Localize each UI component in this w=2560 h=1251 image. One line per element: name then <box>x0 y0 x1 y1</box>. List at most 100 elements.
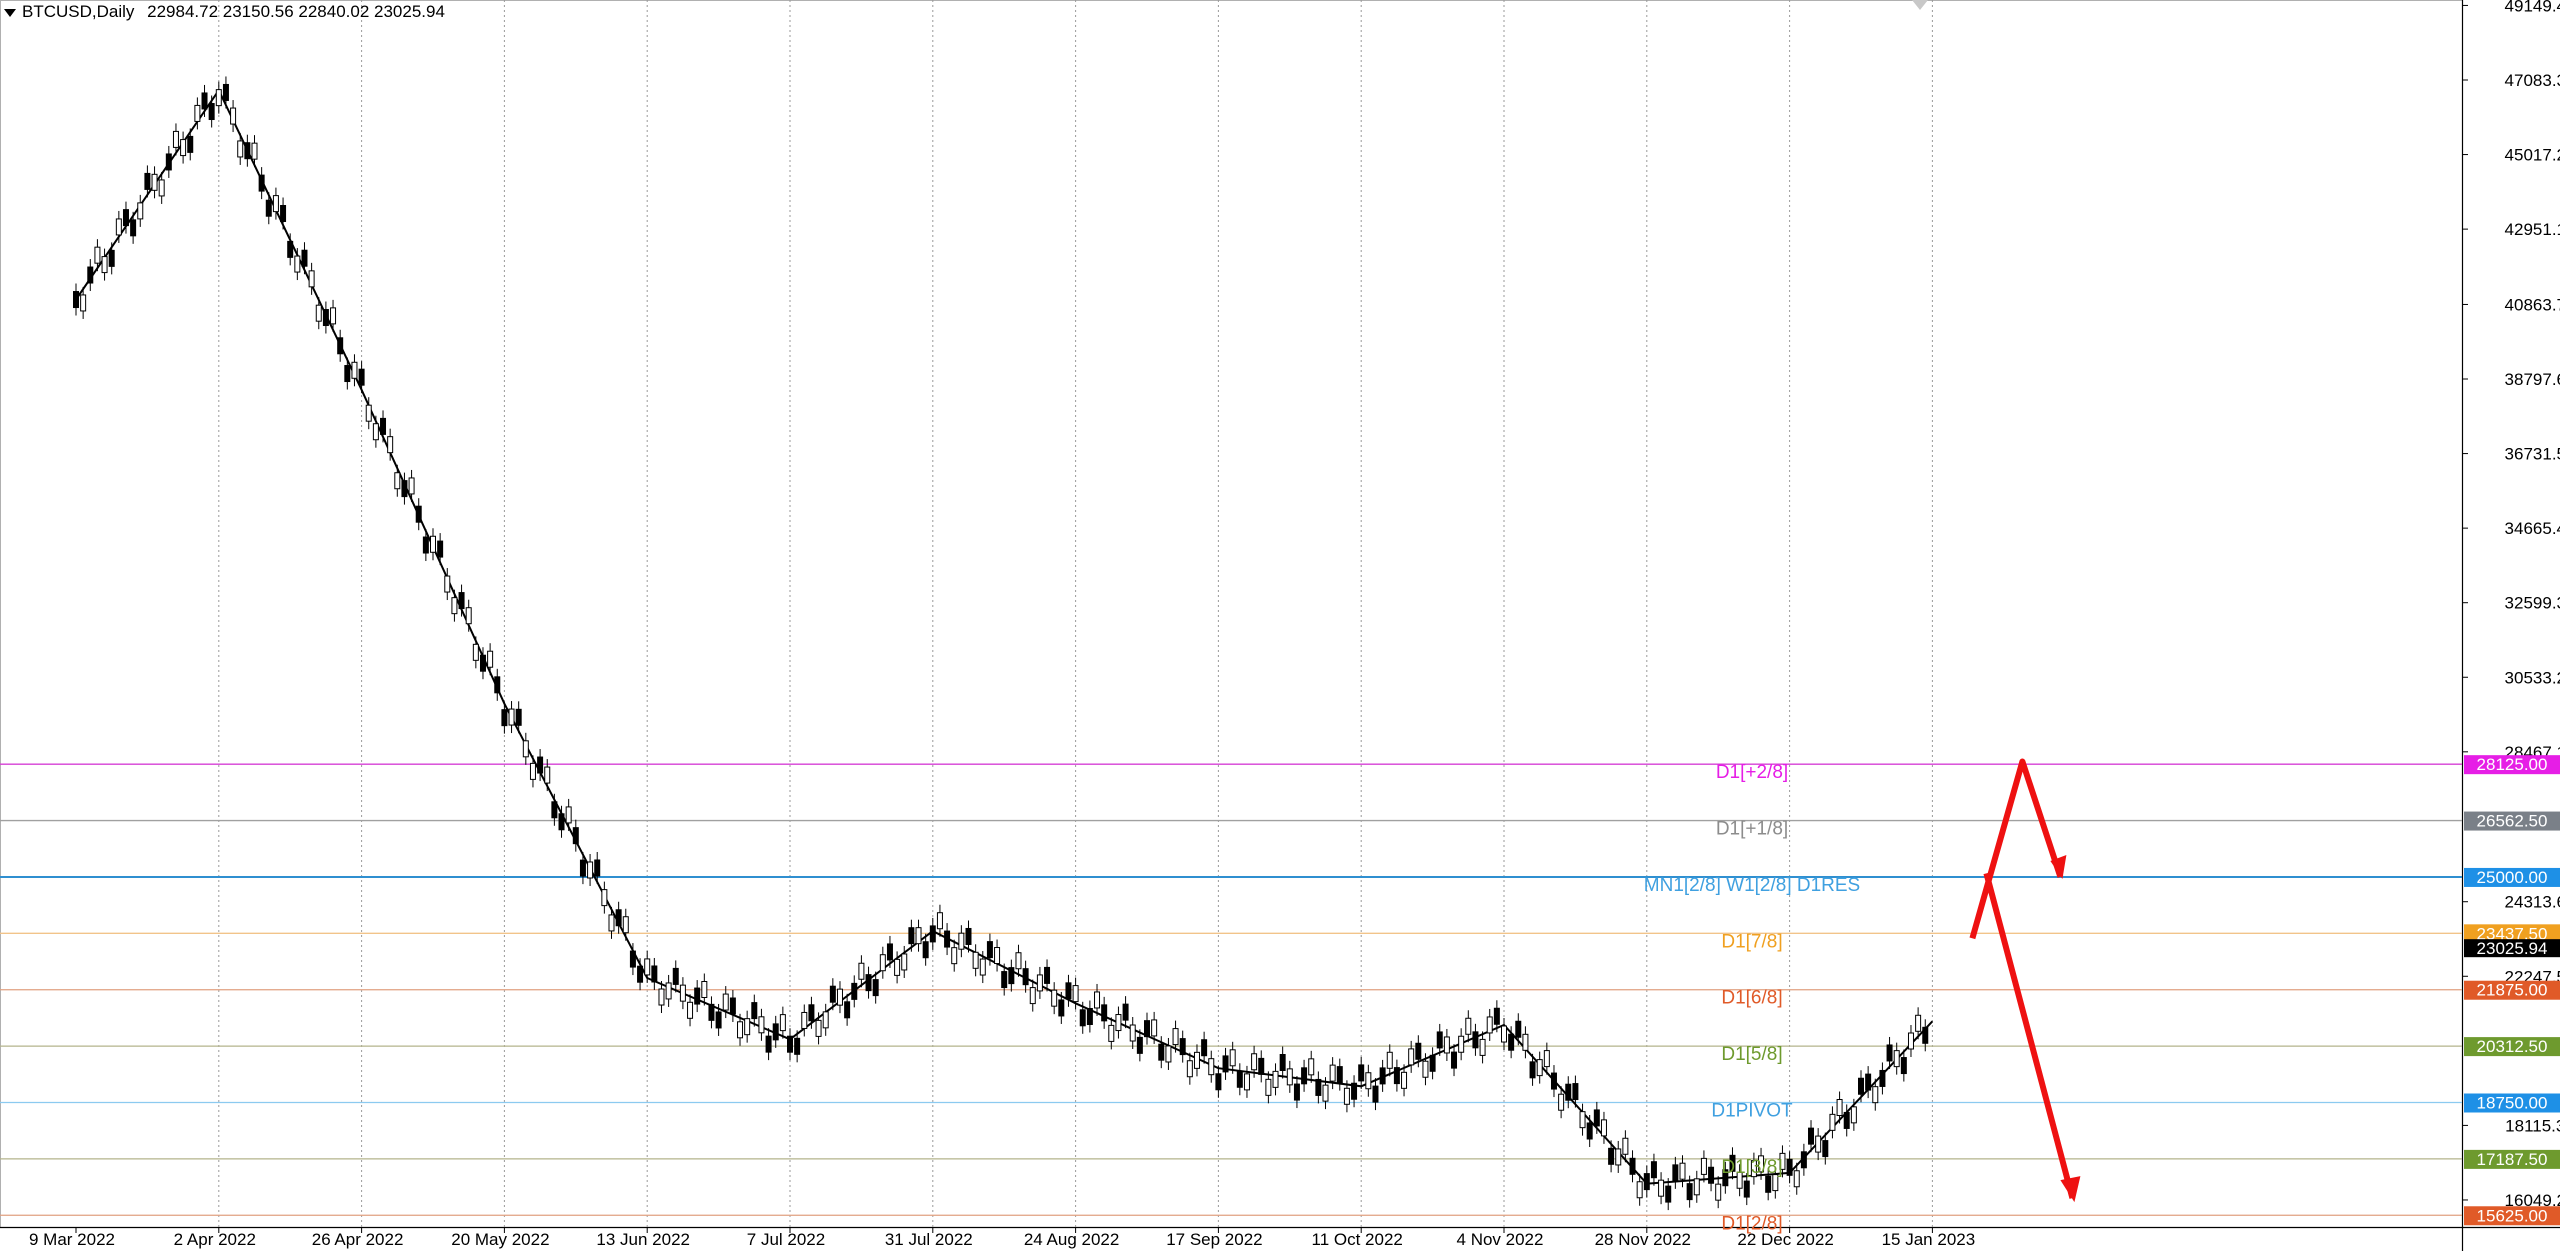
candle-body <box>458 592 465 610</box>
dropdown-triangle-icon[interactable] <box>4 8 16 17</box>
candle-body <box>430 535 436 553</box>
chart-shift-marker-icon[interactable] <box>1912 0 1928 10</box>
candle-body <box>965 927 972 945</box>
candle-body <box>230 107 237 125</box>
candle-body <box>1615 1148 1622 1166</box>
y-tick-label: 24313.60 <box>2505 893 2560 912</box>
candle-body <box>444 575 451 593</box>
candle-body <box>1815 1135 1822 1153</box>
candle-body <box>1079 1009 1086 1027</box>
candle-body <box>1436 1031 1443 1049</box>
candle-body <box>1365 1072 1372 1090</box>
candle-body <box>1736 1171 1743 1189</box>
candle-body <box>979 958 986 976</box>
candle-body <box>387 436 394 454</box>
x-tick-label: 17 Sep 2022 <box>1166 1230 1262 1249</box>
level-price-label: 18750.00 <box>2477 1093 2548 1112</box>
x-tick-label: 11 Oct 2022 <box>1312 1230 1403 1249</box>
candle-body <box>622 916 629 934</box>
candle-body <box>1358 1064 1365 1082</box>
candle-body <box>836 988 843 1006</box>
candle-body <box>765 1035 772 1053</box>
candle-body <box>1600 1119 1607 1137</box>
candle-body <box>936 912 943 930</box>
candle-body <box>1415 1042 1422 1060</box>
candle-body <box>951 947 958 965</box>
candle-body <box>894 958 901 976</box>
candle-body <box>1186 1060 1193 1078</box>
candle-body <box>158 179 165 197</box>
candle-body <box>365 404 372 422</box>
candle-body <box>1579 1111 1586 1129</box>
candle-body <box>872 979 879 997</box>
candle-body <box>886 943 893 961</box>
candle-body <box>151 173 158 191</box>
candle-body <box>1850 1106 1857 1124</box>
candle-body <box>272 195 279 213</box>
candle-body <box>994 947 1001 965</box>
y-tick-label: 38797.60 <box>2505 370 2560 389</box>
candle-body <box>1279 1054 1286 1072</box>
candle-body <box>1501 1025 1507 1043</box>
candle-body <box>644 958 651 976</box>
x-tick-label: 28 Nov 2022 <box>1595 1230 1691 1249</box>
current-price-box <box>2464 939 2560 958</box>
candle-body <box>1343 1087 1350 1105</box>
y-tick-label: 40863.70 <box>2505 295 2560 314</box>
y-tick-label: 16049.20 <box>2505 1191 2560 1210</box>
candle-body <box>858 962 865 980</box>
candle-body <box>1158 1043 1165 1061</box>
candle-body <box>1051 989 1058 1007</box>
candle-body <box>944 930 951 948</box>
candle-body <box>558 813 565 831</box>
candle-body <box>1829 1113 1836 1131</box>
candle-body <box>1529 1061 1536 1079</box>
level-name-label: D1[+2/8] <box>1716 762 1788 783</box>
level-name-label: D1[6/8] <box>1721 988 1782 1009</box>
level-name-label: D1PIVOT <box>1711 1100 1793 1121</box>
candle-body <box>537 756 544 774</box>
candle-body <box>301 249 308 267</box>
candle-body <box>494 676 501 694</box>
candle-body <box>1379 1067 1386 1085</box>
level-price-box <box>2464 755 2560 775</box>
y-tick-label: 32599.30 <box>2505 594 2560 613</box>
candle-body <box>808 1004 815 1022</box>
y-tick-label: 34665.40 <box>2505 519 2560 538</box>
candle-body <box>1179 1038 1186 1056</box>
candle-body <box>215 89 222 107</box>
candle-body <box>1372 1085 1379 1103</box>
candle-body <box>330 307 337 325</box>
y-tick-label: 18115.30 <box>2505 1116 2560 1135</box>
candle-body <box>1715 1183 1722 1201</box>
candle-body <box>337 337 344 355</box>
candle-body <box>515 708 522 726</box>
level-name-label: D1[7/8] <box>1721 931 1782 952</box>
candle-body <box>1265 1078 1272 1096</box>
candle-body <box>1008 967 1015 985</box>
candle-body <box>101 256 108 274</box>
candle-body <box>715 1011 722 1029</box>
level-price-box <box>2464 1037 2560 1057</box>
candle-body <box>1779 1152 1786 1170</box>
candle-body <box>1808 1127 1815 1145</box>
candle-body <box>244 142 251 160</box>
candle-body <box>801 1011 808 1029</box>
level-price-box <box>2464 924 2560 944</box>
candle-body <box>1900 1057 1907 1075</box>
candle-body <box>1922 1026 1929 1044</box>
candle-body <box>1865 1073 1872 1091</box>
candle-body <box>1222 1055 1229 1073</box>
candle-body <box>772 1023 779 1041</box>
candle-body <box>487 650 494 668</box>
candle-body <box>758 1016 765 1034</box>
x-tick-label: 15 Jan 2023 <box>1882 1230 1976 1249</box>
candle-body <box>1493 1007 1500 1025</box>
candle-body <box>722 993 729 1011</box>
candle-body <box>529 762 536 780</box>
candle-body <box>787 1035 793 1053</box>
candle-body <box>87 266 94 284</box>
candle-body <box>194 104 201 122</box>
candle-body <box>351 361 358 379</box>
